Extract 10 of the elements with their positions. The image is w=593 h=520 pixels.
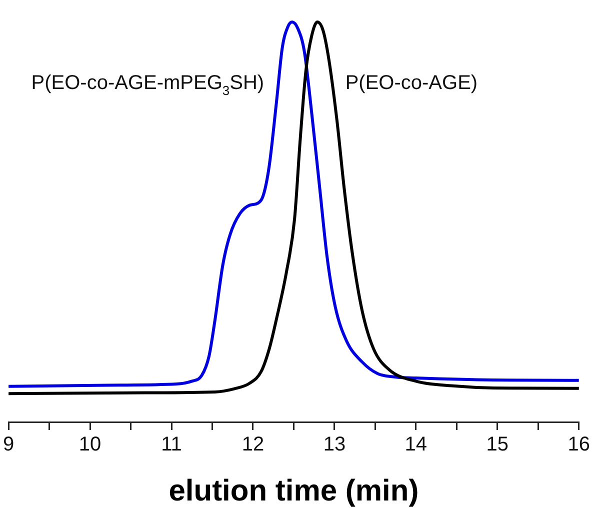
series-label: P(EO-co-AGE): [345, 72, 478, 94]
x-axis-title: elution time (min): [168, 474, 419, 508]
x-tick-label: 14: [404, 434, 428, 456]
x-tick-label: 9: [3, 434, 14, 456]
x-tick-label: 12: [242, 434, 264, 456]
x-tick-label: 15: [486, 434, 509, 456]
x-tick-label: 13: [323, 434, 346, 456]
x-tick-label: 10: [78, 434, 102, 456]
x-tick-label: 11: [161, 434, 182, 456]
x-tick-label: 16: [568, 434, 590, 456]
